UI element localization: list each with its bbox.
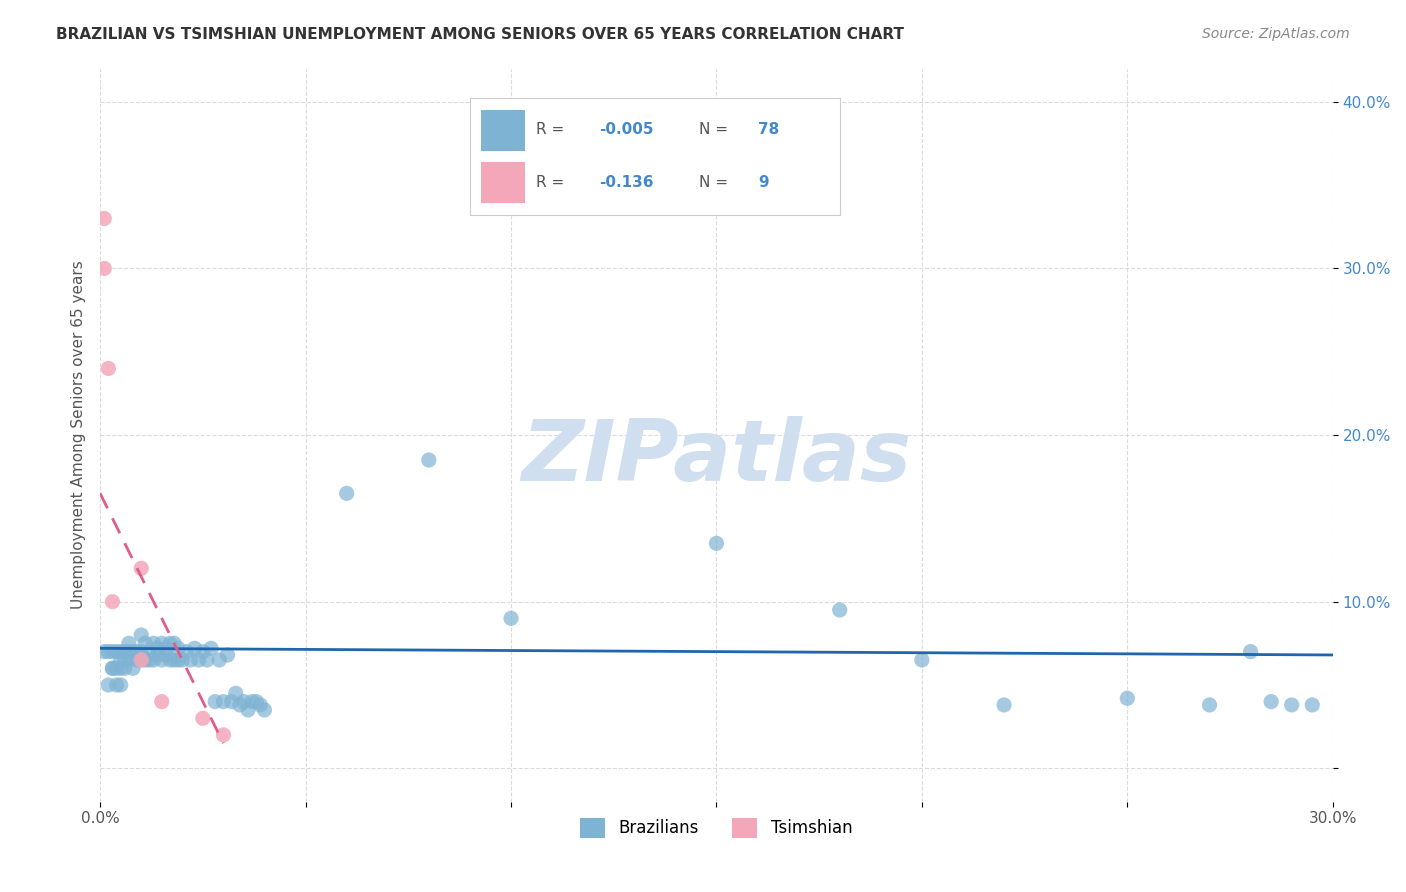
Tsimshian bbox=[129, 561, 152, 575]
Text: Source: ZipAtlas.com: Source: ZipAtlas.com bbox=[1202, 27, 1350, 41]
Tsimshian bbox=[150, 695, 173, 709]
Brazilians bbox=[180, 653, 202, 667]
Tsimshian bbox=[97, 361, 120, 376]
Brazilians bbox=[138, 653, 160, 667]
Brazilians bbox=[127, 653, 149, 667]
Brazilians bbox=[418, 453, 440, 467]
Brazilians bbox=[183, 641, 205, 656]
Brazilians bbox=[110, 653, 132, 667]
Brazilians bbox=[155, 641, 177, 656]
Brazilians bbox=[118, 645, 141, 659]
Brazilians bbox=[142, 636, 165, 650]
Brazilians bbox=[187, 653, 209, 667]
Brazilians bbox=[105, 661, 128, 675]
Brazilians bbox=[129, 645, 152, 659]
Brazilians bbox=[114, 645, 136, 659]
Brazilians bbox=[191, 645, 214, 659]
Brazilians bbox=[236, 703, 259, 717]
Brazilians bbox=[105, 678, 128, 692]
Tsimshian bbox=[129, 653, 152, 667]
Brazilians bbox=[134, 636, 156, 650]
Brazilians bbox=[1260, 695, 1282, 709]
Brazilians bbox=[118, 653, 141, 667]
Brazilians bbox=[146, 641, 169, 656]
Brazilians bbox=[706, 536, 728, 550]
Brazilians bbox=[150, 653, 173, 667]
Brazilians bbox=[138, 645, 160, 659]
Brazilians bbox=[249, 698, 271, 712]
Brazilians bbox=[1239, 645, 1261, 659]
Brazilians bbox=[129, 628, 152, 642]
Brazilians bbox=[195, 653, 218, 667]
Brazilians bbox=[146, 648, 169, 662]
Tsimshian bbox=[93, 211, 115, 226]
Brazilians bbox=[150, 636, 173, 650]
Brazilians bbox=[163, 653, 186, 667]
Brazilians bbox=[208, 653, 231, 667]
Brazilians bbox=[225, 686, 247, 700]
Text: ZIPatlas: ZIPatlas bbox=[522, 416, 911, 499]
Brazilians bbox=[101, 661, 124, 675]
Brazilians bbox=[101, 645, 124, 659]
Tsimshian bbox=[93, 261, 115, 276]
Brazilians bbox=[167, 653, 190, 667]
Brazilians bbox=[110, 661, 132, 675]
Brazilians bbox=[1281, 698, 1303, 712]
Brazilians bbox=[172, 653, 194, 667]
Brazilians bbox=[221, 695, 243, 709]
Brazilians bbox=[159, 636, 181, 650]
Brazilians bbox=[993, 698, 1015, 712]
Brazilians bbox=[114, 661, 136, 675]
Brazilians bbox=[1301, 698, 1323, 712]
Brazilians bbox=[1198, 698, 1220, 712]
Brazilians bbox=[134, 653, 156, 667]
Brazilians bbox=[163, 636, 186, 650]
Brazilians bbox=[93, 645, 115, 659]
Brazilians bbox=[122, 645, 145, 659]
Brazilians bbox=[110, 678, 132, 692]
Brazilians bbox=[212, 695, 235, 709]
Brazilians bbox=[105, 645, 128, 659]
Brazilians bbox=[204, 695, 226, 709]
Brazilians bbox=[155, 648, 177, 662]
Brazilians bbox=[240, 695, 263, 709]
Brazilians bbox=[229, 698, 252, 712]
Brazilians bbox=[114, 653, 136, 667]
Brazilians bbox=[336, 486, 359, 500]
Y-axis label: Unemployment Among Seniors over 65 years: Unemployment Among Seniors over 65 years bbox=[72, 260, 86, 609]
Brazilians bbox=[911, 653, 934, 667]
Tsimshian bbox=[101, 594, 124, 608]
Legend: Brazilians, Tsimshian: Brazilians, Tsimshian bbox=[574, 811, 859, 845]
Brazilians bbox=[129, 653, 152, 667]
Tsimshian bbox=[212, 728, 235, 742]
Brazilians bbox=[167, 641, 190, 656]
Text: BRAZILIAN VS TSIMSHIAN UNEMPLOYMENT AMONG SENIORS OVER 65 YEARS CORRELATION CHAR: BRAZILIAN VS TSIMSHIAN UNEMPLOYMENT AMON… bbox=[56, 27, 904, 42]
Brazilians bbox=[159, 653, 181, 667]
Brazilians bbox=[97, 678, 120, 692]
Brazilians bbox=[499, 611, 522, 625]
Brazilians bbox=[142, 653, 165, 667]
Brazilians bbox=[118, 636, 141, 650]
Brazilians bbox=[828, 603, 851, 617]
Brazilians bbox=[127, 645, 149, 659]
Brazilians bbox=[122, 661, 145, 675]
Brazilians bbox=[253, 703, 276, 717]
Brazilians bbox=[232, 695, 254, 709]
Brazilians bbox=[217, 648, 239, 662]
Brazilians bbox=[245, 695, 267, 709]
Brazilians bbox=[1116, 691, 1139, 706]
Brazilians bbox=[200, 641, 222, 656]
Brazilians bbox=[97, 645, 120, 659]
Brazilians bbox=[110, 645, 132, 659]
Brazilians bbox=[101, 661, 124, 675]
Tsimshian bbox=[191, 711, 214, 725]
Brazilians bbox=[176, 645, 198, 659]
